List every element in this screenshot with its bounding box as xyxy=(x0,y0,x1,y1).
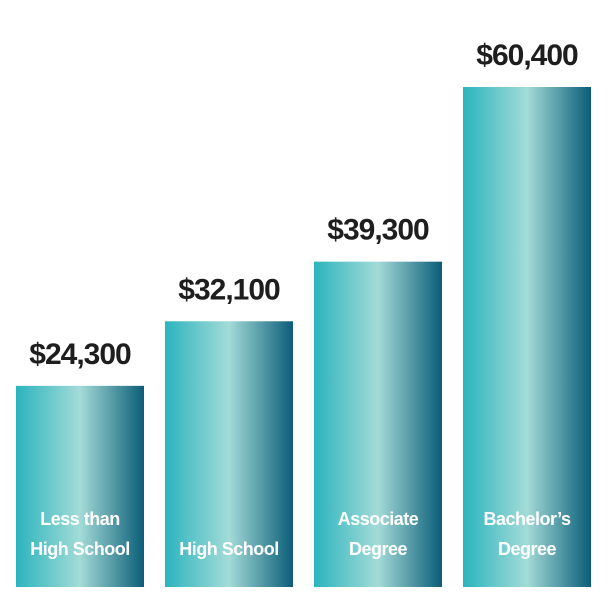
value-label: $32,100 xyxy=(178,273,280,306)
value-label: $24,300 xyxy=(29,338,131,371)
category-label: Bachelor’s Degree xyxy=(483,509,571,559)
value-label: $39,300 xyxy=(327,214,429,247)
category-label: High School xyxy=(179,539,279,559)
category-label: Less than High School xyxy=(30,509,130,559)
bar xyxy=(463,87,591,587)
bar xyxy=(165,321,293,587)
value-label: $60,400 xyxy=(476,39,578,72)
bar xyxy=(314,261,442,587)
bar xyxy=(16,385,144,587)
category-label: Associate Degree xyxy=(338,509,419,559)
